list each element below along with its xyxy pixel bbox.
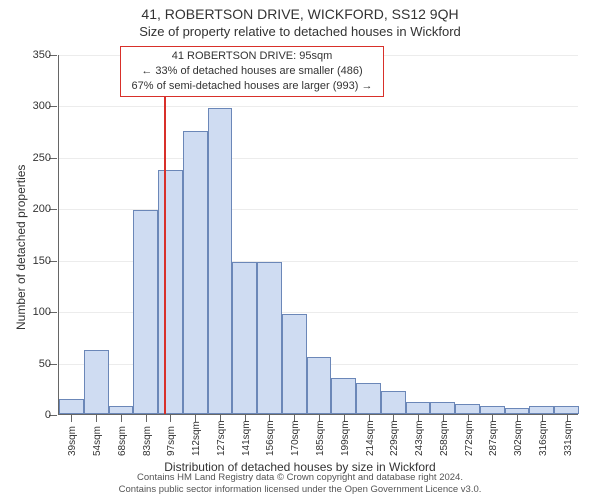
histogram-bar bbox=[406, 402, 431, 414]
footer-line-1: Contains HM Land Registry data © Crown c… bbox=[0, 472, 600, 484]
histogram-bar bbox=[158, 170, 183, 414]
histogram-bar bbox=[455, 404, 480, 414]
x-tick bbox=[121, 414, 122, 422]
x-tick-label: 170sqm bbox=[290, 420, 301, 456]
page-subtitle: Size of property relative to detached ho… bbox=[0, 22, 600, 39]
x-tick bbox=[146, 414, 147, 422]
histogram-bar bbox=[554, 406, 579, 414]
gridline bbox=[59, 158, 578, 159]
annotation-line-2: ← 33% of detached houses are smaller (48… bbox=[127, 64, 377, 79]
y-axis-title: Number of detached properties bbox=[14, 165, 28, 330]
marker-line bbox=[164, 55, 166, 414]
histogram-bar bbox=[232, 262, 257, 414]
histogram-bar bbox=[282, 314, 307, 414]
annotation-box: 41 ROBERTSON DRIVE: 95sqm ← 33% of detac… bbox=[120, 46, 384, 97]
x-tick-label: 287sqm bbox=[488, 420, 499, 456]
y-tick-label: 50 bbox=[11, 358, 51, 370]
x-tick-label: 141sqm bbox=[241, 420, 252, 456]
y-tick-label: 350 bbox=[11, 49, 51, 61]
gridline bbox=[59, 106, 578, 107]
histogram-bar bbox=[307, 357, 332, 414]
x-tick-label: 331sqm bbox=[563, 420, 574, 456]
annotation-line-3: 67% of semi-detached houses are larger (… bbox=[127, 79, 377, 94]
y-tick-label: 250 bbox=[11, 152, 51, 164]
x-tick-label: 185sqm bbox=[315, 420, 326, 456]
histogram-bar bbox=[84, 350, 109, 414]
histogram-bar bbox=[331, 378, 356, 414]
x-tick-label: 272sqm bbox=[464, 420, 475, 456]
y-tick-label: 300 bbox=[11, 100, 51, 112]
annotation-line-1: 41 ROBERTSON DRIVE: 95sqm bbox=[127, 49, 377, 64]
plot-area: 05010015020025030035039sqm54sqm68sqm83sq… bbox=[58, 55, 578, 415]
histogram-bar bbox=[133, 210, 158, 414]
x-tick-label: 229sqm bbox=[389, 420, 400, 456]
footer-line-2: Contains public sector information licen… bbox=[0, 484, 600, 496]
x-tick-label: 156sqm bbox=[265, 420, 276, 456]
y-tick-label: 0 bbox=[11, 409, 51, 421]
histogram-bar bbox=[529, 406, 554, 414]
footer-text: Contains HM Land Registry data © Crown c… bbox=[0, 472, 600, 496]
x-tick-label: 112sqm bbox=[191, 421, 202, 456]
x-tick-label: 214sqm bbox=[365, 420, 376, 456]
x-tick bbox=[96, 414, 97, 422]
histogram-bar bbox=[208, 108, 233, 415]
x-tick-label: 39sqm bbox=[67, 426, 78, 456]
x-tick-label: 127sqm bbox=[216, 420, 227, 456]
histogram-bar bbox=[109, 406, 134, 414]
histogram-bar bbox=[381, 391, 406, 414]
x-tick bbox=[71, 414, 72, 422]
histogram-bar bbox=[183, 131, 208, 414]
x-tick-label: 199sqm bbox=[340, 420, 351, 456]
page-title: 41, ROBERTSON DRIVE, WICKFORD, SS12 9QH bbox=[0, 0, 600, 22]
x-tick-label: 97sqm bbox=[166, 426, 177, 456]
histogram-bar bbox=[59, 399, 84, 414]
histogram-bar bbox=[430, 402, 455, 414]
histogram-bar bbox=[480, 406, 505, 414]
x-tick bbox=[170, 414, 171, 422]
x-tick-label: 83sqm bbox=[142, 426, 153, 456]
histogram-bar bbox=[257, 262, 282, 414]
x-tick-label: 54sqm bbox=[92, 426, 103, 456]
histogram-bar bbox=[356, 383, 381, 414]
x-tick-label: 68sqm bbox=[117, 426, 128, 456]
x-tick-label: 258sqm bbox=[439, 420, 450, 456]
chart-area: 05010015020025030035039sqm54sqm68sqm83sq… bbox=[58, 55, 578, 415]
x-tick-label: 302sqm bbox=[513, 420, 524, 456]
x-tick-label: 316sqm bbox=[538, 420, 549, 456]
x-tick-label: 243sqm bbox=[414, 420, 425, 456]
